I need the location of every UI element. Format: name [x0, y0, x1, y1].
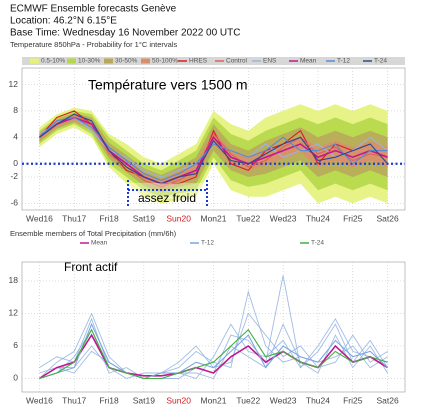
y-tick-label: 12 [9, 79, 19, 89]
x-tick-label: Fri18 [99, 213, 119, 223]
y-tick-label: -2 [10, 171, 18, 181]
legend-label: 10-30% [78, 58, 101, 65]
legend-label: 50-100% [152, 58, 178, 65]
x-tick-label: Sun20 [166, 213, 191, 223]
y-tick-label: 12 [9, 308, 19, 318]
y-tick-label: 8 [13, 105, 18, 115]
x-tick-label: Fri18 [99, 395, 119, 405]
x-tick-label: Thu17 [62, 213, 86, 223]
x-tick-label: Wed16 [26, 213, 53, 223]
x-tick-label: Wed16 [26, 395, 53, 405]
x-tick-label: Wed23 [270, 395, 297, 405]
x-tick-label: Sat26 [376, 395, 398, 405]
y-tick-label: 0 [13, 158, 18, 168]
legend-label: T-12 [201, 240, 214, 247]
y-tick-label: 0 [13, 373, 18, 383]
annotation: Température vers 1500 m [88, 77, 248, 93]
x-tick-label: Thu24 [306, 395, 330, 405]
legend-label: 30-50% [115, 58, 138, 65]
annotation-backdrop [126, 183, 208, 199]
legend-strip [22, 57, 405, 65]
legend-label: HRES [189, 58, 208, 65]
x-tick-label: Sat26 [376, 213, 398, 223]
x-tick-label: Tue22 [236, 395, 260, 405]
x-tick-label: Thu24 [306, 213, 330, 223]
legend-label: Mean [91, 240, 108, 247]
legend-label: T-24 [374, 58, 387, 65]
legend-swatch [67, 58, 76, 64]
x-tick-label: Mon21 [201, 213, 227, 223]
series-line [39, 328, 388, 380]
x-tick-label: Fri25 [343, 395, 363, 405]
legend-label: Mean [300, 58, 317, 65]
legend-label: ENS [263, 58, 277, 65]
x-tick-label: Wed23 [270, 213, 297, 223]
x-tick-label: Fri25 [343, 213, 363, 223]
annotation-bracket [127, 180, 208, 206]
series-line [38, 333, 389, 380]
series-line [39, 116, 388, 181]
legend-label: T-24 [311, 240, 324, 247]
series-line [38, 116, 388, 185]
x-tick-label: Mon21 [201, 395, 227, 405]
x-tick-label: Sat19 [133, 395, 155, 405]
annotation: Front actif [64, 260, 118, 274]
legend-swatch [141, 58, 150, 64]
series-line [39, 113, 389, 185]
bottom-title: Ensemble members of Total Precipitation … [10, 229, 177, 238]
header-title: ECMWF Ensemble forecasts Genève [10, 4, 177, 15]
legend-label: 0.5-10% [41, 58, 65, 65]
legend-label: T-12 [337, 58, 350, 65]
legend-swatch [30, 58, 39, 64]
probability-band [39, 112, 388, 193]
legend-swatch [104, 58, 113, 64]
y-tick-label: -6 [10, 198, 18, 208]
x-tick-label: Tue22 [236, 213, 260, 223]
ensemble-member [39, 317, 388, 380]
y-tick-label: 18 [9, 275, 19, 285]
top-title: Temperature 850hPa - Probability for 1°C… [10, 40, 177, 49]
legend-strip [22, 239, 405, 247]
annotation: assez froid [138, 191, 196, 205]
y-tick-label: 6 [13, 340, 18, 350]
x-tick-label: Sat19 [133, 213, 155, 223]
plots: 12 8 4 0 -2 -6 Wed16 Thu17 Fri18 Sat19 Sun20 Mon21 T… [9, 57, 406, 405]
legend-label: Control [226, 58, 248, 65]
y-tick-label: 4 [13, 132, 18, 142]
x-tick-label: Sun20 [166, 395, 191, 405]
series-line [39, 322, 388, 380]
x-tick-label: Thu17 [62, 395, 86, 405]
header-base-time: Base Time: Wednesday 16 November 2022 00… [10, 28, 241, 39]
header-location: Location: 46.2°N 6.15°E [10, 16, 117, 27]
